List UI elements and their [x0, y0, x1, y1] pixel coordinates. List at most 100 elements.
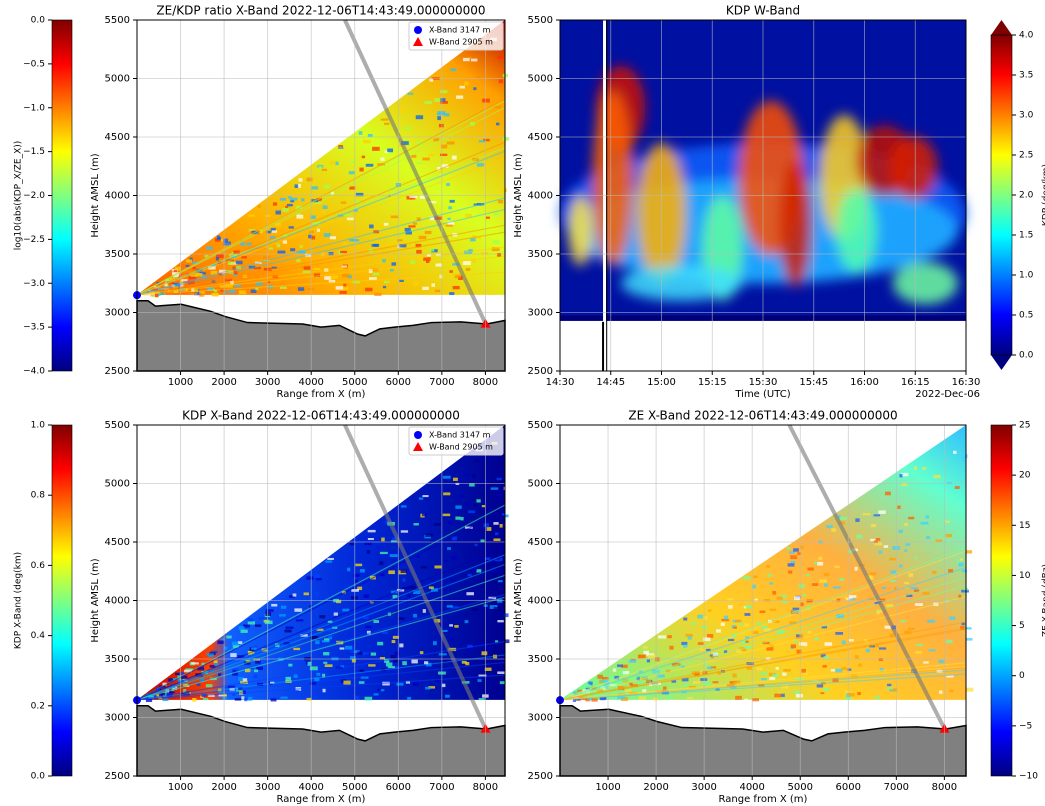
- heatmap-cell: [354, 650, 360, 653]
- heatmap-cell: [441, 164, 449, 168]
- heatmap-cell: [837, 515, 841, 518]
- heatmap-cell: [222, 693, 227, 697]
- heatmap-cell: [690, 622, 697, 625]
- heatmap-cell: [310, 636, 317, 639]
- y-tick-label: 3000: [105, 713, 130, 724]
- heatmap-cell: [723, 650, 728, 653]
- heatmap-cell: [462, 57, 470, 62]
- heatmap-cell: [327, 620, 333, 623]
- heatmap-cell: [173, 290, 179, 294]
- heatmap-cell: [365, 287, 373, 292]
- x-tick-label: 15:30: [749, 377, 778, 388]
- heatmap-cell: [368, 268, 373, 273]
- heatmap-cell: [835, 632, 844, 635]
- heatmap-cell: [801, 668, 806, 673]
- heatmap-cell: [958, 562, 964, 567]
- heatmap-cell: [400, 530, 409, 533]
- heatmap-cell: [928, 649, 936, 652]
- heatmap-cell: [387, 242, 396, 247]
- heatmap-cell: [299, 245, 303, 248]
- heatmap-cell: [797, 552, 802, 555]
- colorbar-tick-label: −2.5: [23, 235, 45, 245]
- x-tick-label: 15:45: [799, 377, 828, 388]
- heatmap-cell: [408, 585, 416, 590]
- heatmap-cell: [240, 629, 248, 633]
- heatmap-cell: [904, 630, 912, 635]
- heatmap-cell: [862, 513, 871, 516]
- heatmap-cell: [685, 633, 693, 637]
- heatmap-cell: [766, 565, 771, 568]
- x-tick-label: 1000: [168, 782, 193, 793]
- heatmap-cell: [454, 625, 459, 628]
- heatmap-cell: [814, 561, 818, 565]
- heatmap-cell: [218, 673, 222, 677]
- heatmap-cell: [251, 647, 257, 650]
- heatmap-cell: [464, 502, 473, 506]
- heatmap-cell: [350, 650, 358, 653]
- heatmap-cell: [800, 545, 804, 550]
- heatmap-cell: [315, 640, 320, 645]
- heatmap-cell: [869, 572, 877, 576]
- colorbar-tick-label: 4.0: [1019, 31, 1034, 41]
- heatmap-cell: [491, 247, 500, 252]
- heatmap-cell: [874, 602, 881, 605]
- heatmap-cell: [402, 578, 406, 582]
- beam-streak: [559, 567, 967, 701]
- heatmap-cell: [279, 283, 283, 287]
- heatmap-cell: [316, 228, 320, 232]
- heatmap-cell: [192, 266, 196, 270]
- heatmap-cell: [183, 669, 192, 673]
- axes-frame: [559, 424, 967, 777]
- heatmap-cell: [368, 664, 376, 667]
- heatmap-cell: [412, 282, 419, 286]
- heatmap-cell: [349, 186, 356, 190]
- heatmap-cell: [306, 576, 314, 580]
- date-label: 2022-Dec-06: [915, 389, 980, 400]
- x-tick-label: 8000: [473, 377, 498, 388]
- heatmap-cell: [369, 224, 374, 229]
- heatmap-cell: [473, 236, 481, 239]
- heatmap-cell: [837, 613, 845, 618]
- heatmap-cell: [818, 556, 823, 561]
- heatmap-cell: [446, 605, 453, 608]
- heatmap-cell: [781, 684, 789, 689]
- heatmap-cell: [897, 505, 901, 509]
- heatmap-cell: [455, 516, 461, 520]
- y-tick-label: 3500: [528, 249, 553, 260]
- heatmap-cell: [811, 583, 819, 586]
- y-axis-label: Height AMSL (m): [513, 558, 524, 642]
- heatmap-cell: [697, 614, 704, 619]
- heatmap-cell: [227, 685, 236, 688]
- heatmap-cell: [936, 669, 943, 673]
- heatmap-cell: [931, 570, 937, 574]
- heatmap-cell: [180, 675, 188, 680]
- heatmap-cell: [847, 668, 852, 671]
- heatmap-cell: [392, 635, 400, 639]
- heatmap-cell: [328, 635, 333, 640]
- heatmap-cell: [794, 596, 801, 601]
- heatmap-cell: [243, 285, 250, 289]
- heatmap-cell: [638, 670, 643, 673]
- heatmap-cell: [293, 673, 298, 678]
- heatmap-cell: [689, 685, 697, 689]
- heatmap-cell: [264, 620, 273, 625]
- heatmap-blob: [620, 265, 743, 301]
- beam-path: [343, 424, 488, 730]
- heatmap-cell: [183, 683, 189, 687]
- heatmap-cell: [961, 589, 969, 593]
- x-tick-label: 5000: [342, 782, 367, 793]
- heatmap-cell: [438, 653, 447, 656]
- heatmap-cell: [232, 644, 239, 648]
- heatmap-cell: [744, 623, 749, 627]
- heatmap-cell: [504, 639, 510, 644]
- heatmap-cell: [766, 647, 774, 651]
- heatmap-cell: [390, 540, 397, 543]
- heatmap-cell: [795, 693, 803, 698]
- heatmap-cell: [588, 697, 593, 701]
- heatmap-cell: [899, 564, 903, 568]
- heatmap-cell: [939, 690, 943, 694]
- heatmap-cell: [416, 217, 421, 221]
- heatmap-cell: [213, 660, 218, 664]
- heatmap-cell: [956, 531, 962, 535]
- heatmap-cell: [499, 681, 506, 685]
